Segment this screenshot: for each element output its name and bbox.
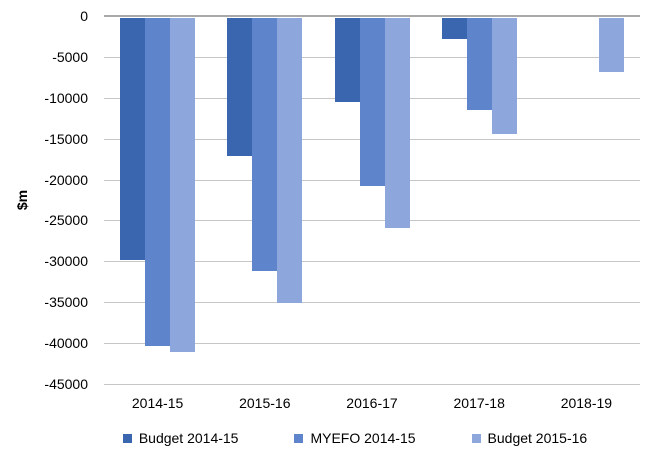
- legend-label: Budget 2015-16: [487, 430, 588, 446]
- legend-label: Budget 2014-15: [138, 430, 239, 446]
- x-axis: 2014-15 2015-16 2016-17 2017-18 2018-19: [104, 395, 640, 415]
- x-tick-label-2017-18: 2017-18: [453, 395, 505, 411]
- y-tick-label: -25000: [44, 212, 88, 229]
- gridline: [104, 343, 640, 345]
- legend-item-budget-2014-15: Budget 2014-15: [122, 430, 239, 446]
- bar-myefo-2014-15-2015-16: [252, 18, 278, 272]
- y-tick-label: -5000: [52, 48, 88, 65]
- y-tick-label: -30000: [44, 253, 88, 270]
- legend-swatch-icon: [122, 433, 132, 443]
- gridline: [104, 220, 640, 222]
- legend-item-budget-2015-16: Budget 2015-16: [471, 430, 588, 446]
- x-tick-label-2014-15: 2014-15: [131, 395, 184, 411]
- gridline: [104, 302, 640, 304]
- x-tick-label-2016-17: 2016-17: [346, 395, 398, 411]
- bar-budget-2015-16-2016-17: [384, 18, 410, 228]
- y-tick-label: -35000: [44, 294, 88, 311]
- bar-myefo-2014-15-2014-15: [145, 18, 171, 347]
- legend-swatch-icon: [471, 433, 481, 443]
- y-tick-label: 0: [80, 8, 88, 24]
- bar-budget-2014-15-2016-17: [334, 18, 360, 102]
- bar-budget-2015-16-2017-18: [491, 18, 517, 134]
- y-tick-label: -10000: [44, 89, 88, 106]
- bar-myefo-2014-15-2016-17: [359, 18, 385, 187]
- legend-swatch-icon: [294, 433, 304, 443]
- zero-gridline: [104, 15, 640, 17]
- plot-area: [104, 15, 640, 385]
- bar-myefo-2014-15-2017-18: [466, 18, 492, 111]
- y-tick-label: -40000: [44, 335, 88, 352]
- x-tick-label-2015-16: 2015-16: [239, 395, 291, 411]
- x-tick-label-2018-19: 2018-19: [560, 395, 613, 411]
- gridline: [104, 384, 640, 385]
- bar-budget-2014-15-2014-15: [120, 18, 146, 260]
- bar-budget-2014-15-2015-16: [227, 18, 253, 156]
- bar-budget-2015-16-2015-16: [277, 18, 303, 304]
- legend: Budget 2014-15 MYEFO 2014-15 Budget 2015-1…: [60, 430, 650, 446]
- bar-budget-2015-16-2014-15: [170, 18, 196, 353]
- y-tick-label: -15000: [44, 130, 88, 147]
- bar-budget-2014-15-2017-18: [441, 18, 467, 39]
- y-tick-label: -45000: [44, 376, 88, 392]
- legend-item-myefo-2014-15: MYEFO 2014-15: [294, 430, 416, 446]
- legend-label: MYEFO 2014-15: [310, 430, 416, 446]
- gridline: [104, 261, 640, 263]
- y-tick-label: -20000: [44, 171, 88, 188]
- bar-budget-2015-16-2018-19: [598, 18, 624, 73]
- y-axis: 0 -5000 -10000 -15000 -20000 -25000 -30000 -350…: [0, 8, 96, 392]
